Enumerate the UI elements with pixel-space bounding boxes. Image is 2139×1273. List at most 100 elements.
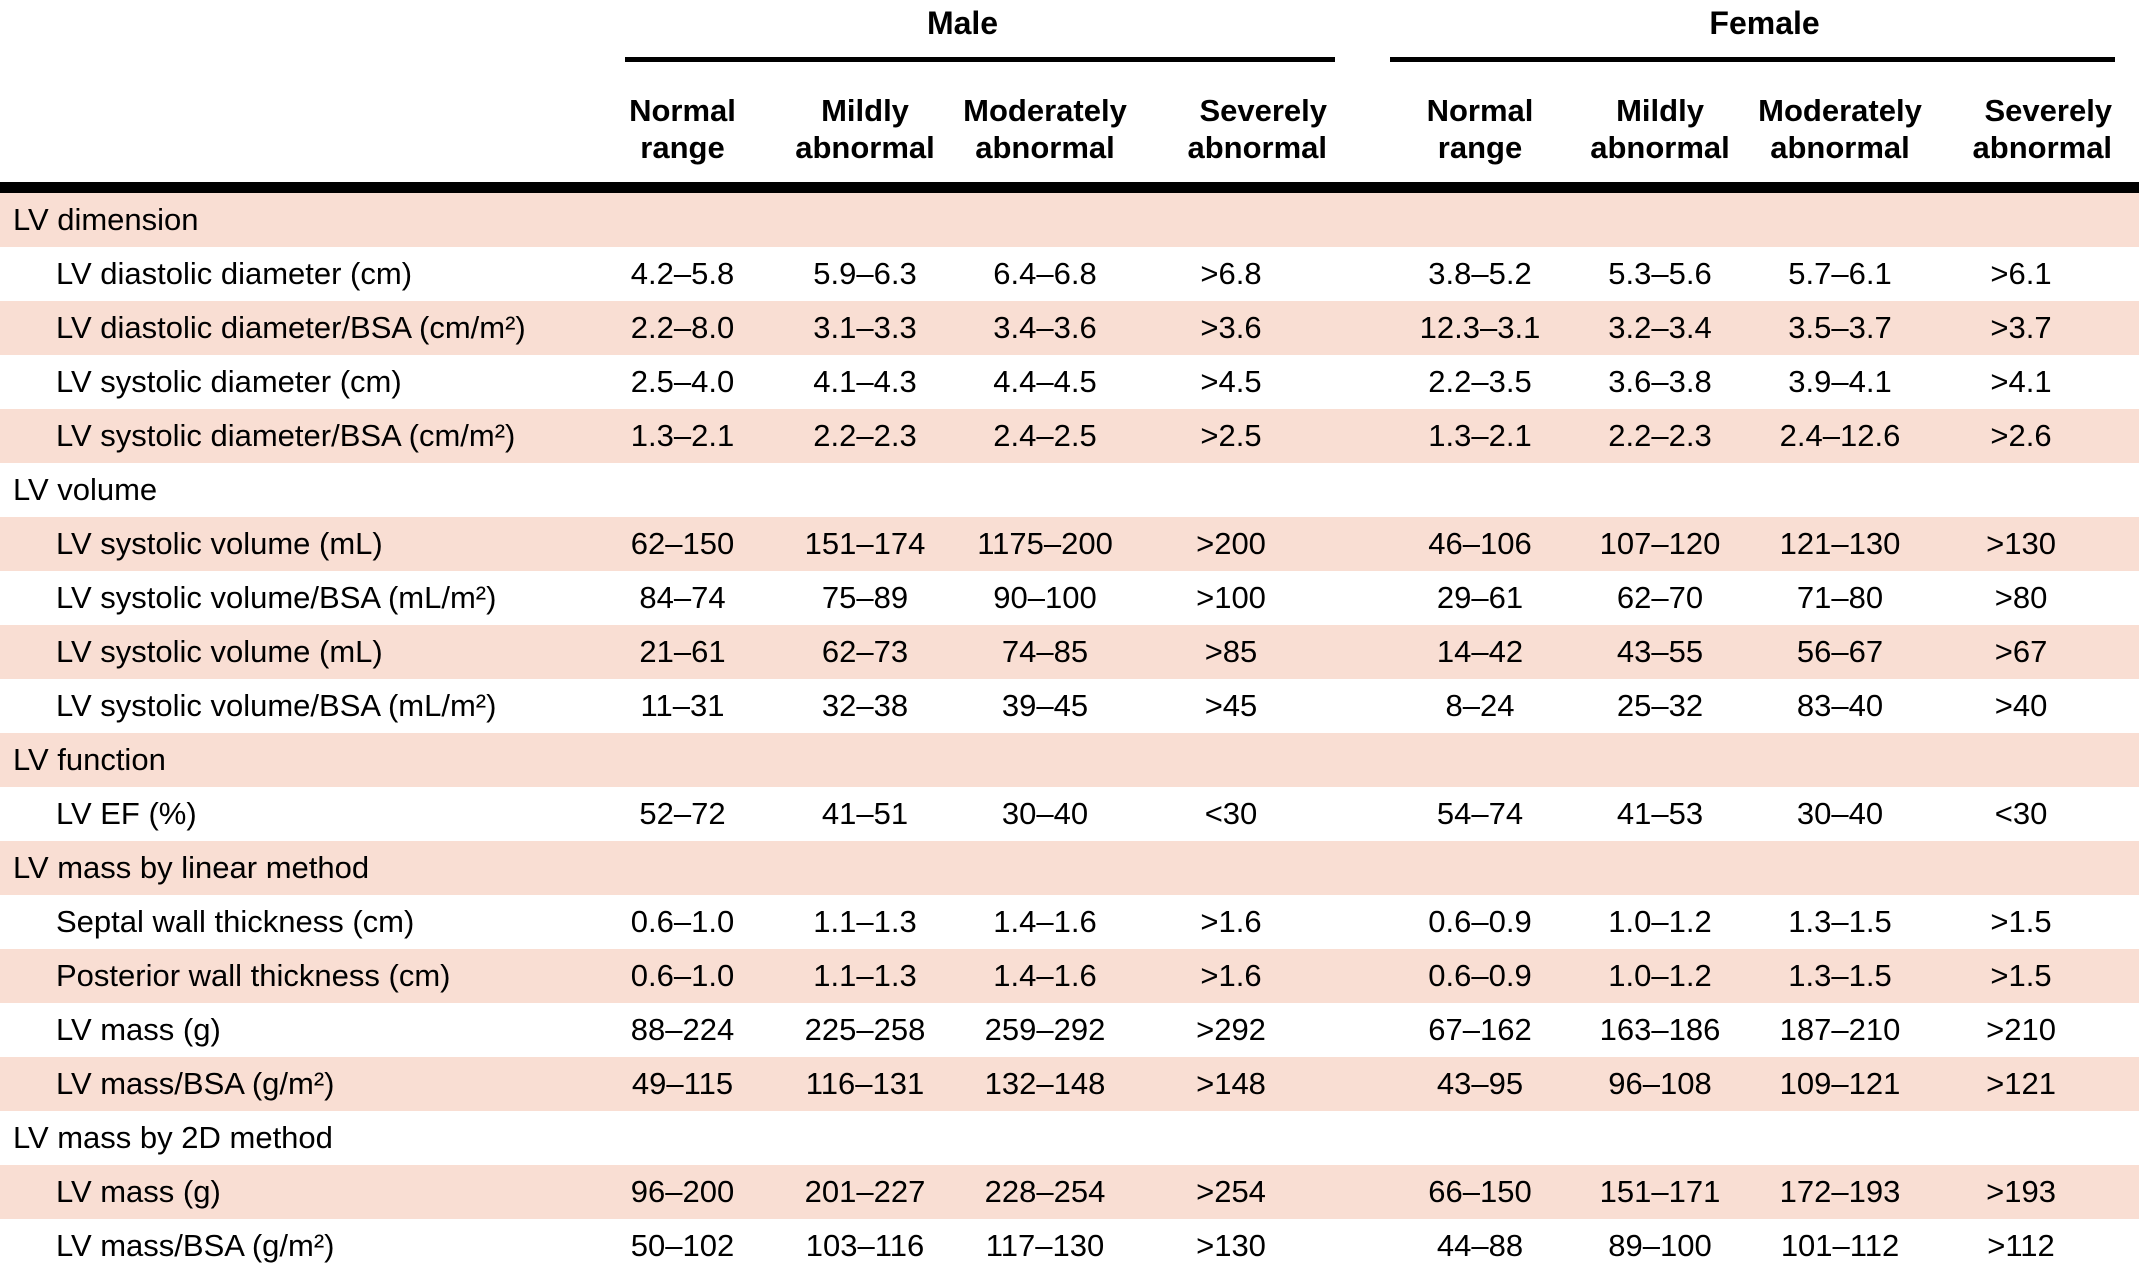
cell-value: 259–292: [955, 1003, 1135, 1057]
cell-value: 163–186: [1570, 1003, 1750, 1057]
group-gap: [1335, 571, 1390, 625]
female-underline: [1390, 57, 2115, 62]
cell-value: 44–88: [1390, 1219, 1570, 1273]
cell-value: >1.6: [1135, 895, 1335, 949]
cell-value: 2.2–2.3: [775, 409, 955, 463]
cell-value: 29–61: [1390, 571, 1570, 625]
row-label: LV systolic volume/BSA (mL/m²): [0, 679, 590, 733]
cell-value: >67: [1930, 625, 2139, 679]
row-label: Septal wall thickness (cm): [0, 895, 590, 949]
cell-value: 21–61: [590, 625, 775, 679]
cell-value: 2.2–2.3: [1570, 409, 1750, 463]
group-gap: [1335, 1057, 1390, 1111]
cell-value: 8–24: [1390, 679, 1570, 733]
cell-value: 50–102: [590, 1219, 775, 1273]
cell-value: >121: [1930, 1057, 2139, 1111]
row-label: LV systolic volume/BSA (mL/m²): [0, 571, 590, 625]
cell-value: 1.3–2.1: [590, 409, 775, 463]
cell-value: 2.4–12.6: [1750, 409, 1930, 463]
group-gap: [1335, 949, 1390, 1003]
row-label: LV mass (g): [0, 1003, 590, 1057]
cell-value: 66–150: [1390, 1165, 1570, 1219]
cell-value: 46–106: [1390, 517, 1570, 571]
cell-value: 2.4–2.5: [955, 409, 1135, 463]
cell-value: 2.5–4.0: [590, 355, 775, 409]
row-label: LV systolic volume (mL): [0, 625, 590, 679]
cell-value: 201–227: [775, 1165, 955, 1219]
cell-value: 1175–200: [955, 517, 1135, 571]
cell-value: 84–74: [590, 571, 775, 625]
cell-value: 67–162: [1390, 1003, 1570, 1057]
cell-value: 5.3–5.6: [1570, 247, 1750, 301]
row-label: LV diastolic diameter (cm): [0, 247, 590, 301]
cell-value: >45: [1135, 679, 1335, 733]
cell-value: 2.2–8.0: [590, 301, 775, 355]
male-underline: [625, 57, 1335, 62]
cell-value: 75–89: [775, 571, 955, 625]
cell-value: 12.3–3.1: [1390, 301, 1570, 355]
male-group-header: Male: [590, 0, 1335, 64]
cell-value: 49–115: [590, 1057, 775, 1111]
cell-value: >1.5: [1930, 949, 2139, 1003]
col-header-male-moderate: Moderately abnormal: [955, 64, 1135, 188]
row-label: LV systolic diameter (cm): [0, 355, 590, 409]
corner-spacer: [0, 0, 590, 64]
group-gap: [1335, 355, 1390, 409]
section-header: LV volume: [0, 463, 2139, 517]
row-label: LV systolic volume (mL): [0, 517, 590, 571]
group-gap: [1335, 895, 1390, 949]
cell-value: 151–174: [775, 517, 955, 571]
cell-value: 4.1–4.3: [775, 355, 955, 409]
cell-value: >2.6: [1930, 409, 2139, 463]
cell-value: 39–45: [955, 679, 1135, 733]
cell-value: >292: [1135, 1003, 1335, 1057]
cell-value: 43–95: [1390, 1057, 1570, 1111]
section-header: LV mass by linear method: [0, 841, 2139, 895]
cell-value: >3.7: [1930, 301, 2139, 355]
cell-value: 43–55: [1570, 625, 1750, 679]
cell-value: 56–67: [1750, 625, 1930, 679]
cell-value: 0.6–0.9: [1390, 895, 1570, 949]
cell-value: 151–171: [1570, 1165, 1750, 1219]
cell-value: >4.1: [1930, 355, 2139, 409]
group-gap: [1335, 1219, 1390, 1273]
cell-value: 1.1–1.3: [775, 895, 955, 949]
cell-value: 0.6–0.9: [1390, 949, 1570, 1003]
cell-value: <30: [1930, 787, 2139, 841]
section-header: LV function: [0, 733, 2139, 787]
cell-value: 6.4–6.8: [955, 247, 1135, 301]
section-row: LV function: [0, 733, 2139, 787]
cell-value: 0.6–1.0: [590, 895, 775, 949]
section-row: LV volume: [0, 463, 2139, 517]
row-label: LV mass/BSA (g/m²): [0, 1219, 590, 1273]
cell-value: 228–254: [955, 1165, 1135, 1219]
group-gap: [1335, 1003, 1390, 1057]
cell-value: 62–73: [775, 625, 955, 679]
cell-value: 30–40: [1750, 787, 1930, 841]
cell-value: 11–31: [590, 679, 775, 733]
col-header-female-normal: Normal range: [1390, 64, 1570, 188]
group-gap: [1335, 787, 1390, 841]
group-gap: [1335, 64, 1390, 188]
section-row: LV dimension: [0, 188, 2139, 248]
row-label: Posterior wall thickness (cm): [0, 949, 590, 1003]
cell-value: >100: [1135, 571, 1335, 625]
cell-value: 1.0–1.2: [1570, 895, 1750, 949]
col-header-female-severe: Severely abnormal: [1930, 64, 2139, 188]
cell-value: 62–150: [590, 517, 775, 571]
cell-value: >254: [1135, 1165, 1335, 1219]
cell-value: 107–120: [1570, 517, 1750, 571]
cell-value: 3.5–3.7: [1750, 301, 1930, 355]
group-gap: [1335, 409, 1390, 463]
cell-value: 225–258: [775, 1003, 955, 1057]
cell-value: 3.1–3.3: [775, 301, 955, 355]
cell-value: 101–112: [1750, 1219, 1930, 1273]
corner-spacer: [0, 64, 590, 188]
